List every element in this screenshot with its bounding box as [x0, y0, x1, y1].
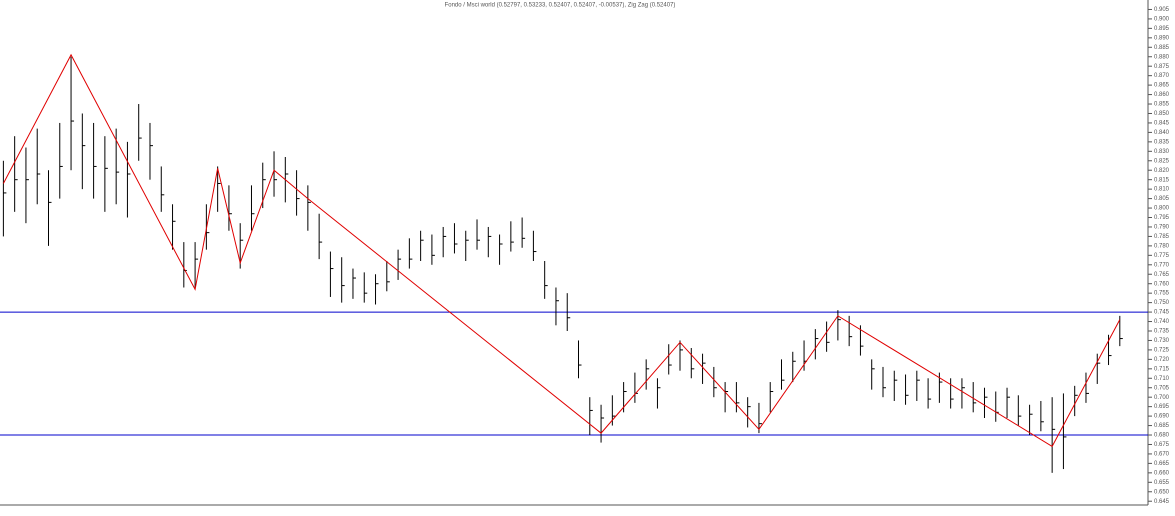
- y-tick-label: 0.875: [1154, 64, 1170, 70]
- y-tick-label: 0.840: [1154, 130, 1170, 136]
- y-tick-label: 0.815: [1154, 177, 1170, 183]
- chart-title: Fondo / Msci world (0.52797, 0.53233, 0.…: [445, 3, 676, 9]
- y-tick-label: 0.870: [1154, 73, 1170, 79]
- y-tick-label: 0.730: [1154, 338, 1170, 344]
- y-tick-label: 0.830: [1154, 149, 1170, 155]
- y-tick-label: 0.835: [1154, 139, 1170, 145]
- y-tick-label: 0.800: [1154, 206, 1170, 212]
- y-tick-label: 0.765: [1154, 272, 1170, 278]
- y-tick-label: 0.650: [1154, 489, 1170, 495]
- y-tick-label: 0.895: [1154, 26, 1170, 32]
- zigzag-line: [2, 53, 1121, 448]
- y-tick-label: 0.665: [1154, 461, 1170, 467]
- y-tick-label: 0.675: [1154, 442, 1170, 448]
- y-tick-label: 0.770: [1154, 262, 1170, 268]
- y-tick-label: 0.860: [1154, 92, 1170, 98]
- y-tick-label: 0.645: [1154, 499, 1170, 505]
- y-tick-label: 0.880: [1154, 54, 1170, 60]
- y-tick-label: 0.890: [1154, 35, 1170, 41]
- y-tick-label: 0.725: [1154, 347, 1170, 353]
- y-tick-label: 0.760: [1154, 281, 1170, 287]
- y-tick-label: 0.855: [1154, 102, 1170, 108]
- y-tick-label: 0.885: [1154, 45, 1170, 51]
- y-tick-label: 0.790: [1154, 225, 1170, 231]
- y-tick-label: 0.825: [1154, 158, 1170, 164]
- y-tick-label: 0.820: [1154, 168, 1170, 174]
- y-tick-label: 0.690: [1154, 414, 1170, 420]
- y-tick-label: 0.850: [1154, 111, 1170, 117]
- y-tick-label: 0.695: [1154, 404, 1170, 410]
- y-tick-label: 0.795: [1154, 215, 1170, 221]
- y-tick-label: 0.865: [1154, 83, 1170, 89]
- y-tick-label: 0.780: [1154, 243, 1170, 249]
- y-tick-label: 0.735: [1154, 329, 1170, 335]
- y-tick-label: 0.845: [1154, 121, 1170, 127]
- y-tick-label: 0.900: [1154, 16, 1170, 22]
- y-tick-label: 0.740: [1154, 319, 1170, 325]
- y-tick-label: 0.660: [1154, 470, 1170, 476]
- y-tick-label: 0.905: [1154, 7, 1170, 13]
- y-tick-label: 0.705: [1154, 385, 1170, 391]
- y-tick-label: 0.755: [1154, 291, 1170, 297]
- y-tick-label: 0.700: [1154, 395, 1170, 401]
- y-tick-label: 0.710: [1154, 376, 1170, 382]
- y-tick-label: 0.750: [1154, 300, 1170, 306]
- y-tick-label: 0.785: [1154, 234, 1170, 240]
- y-tick-label: 0.720: [1154, 357, 1170, 363]
- y-tick-label: 0.670: [1154, 452, 1170, 458]
- y-tick-label: 0.810: [1154, 187, 1170, 193]
- y-tick-label: 0.745: [1154, 310, 1170, 316]
- y-tick-label: 0.685: [1154, 423, 1170, 429]
- y-tick-label: 0.775: [1154, 253, 1170, 259]
- y-tick-label: 0.680: [1154, 433, 1170, 439]
- y-tick-label: 0.655: [1154, 480, 1170, 486]
- y-tick-label: 0.805: [1154, 196, 1170, 202]
- y-tick-label: 0.715: [1154, 366, 1170, 372]
